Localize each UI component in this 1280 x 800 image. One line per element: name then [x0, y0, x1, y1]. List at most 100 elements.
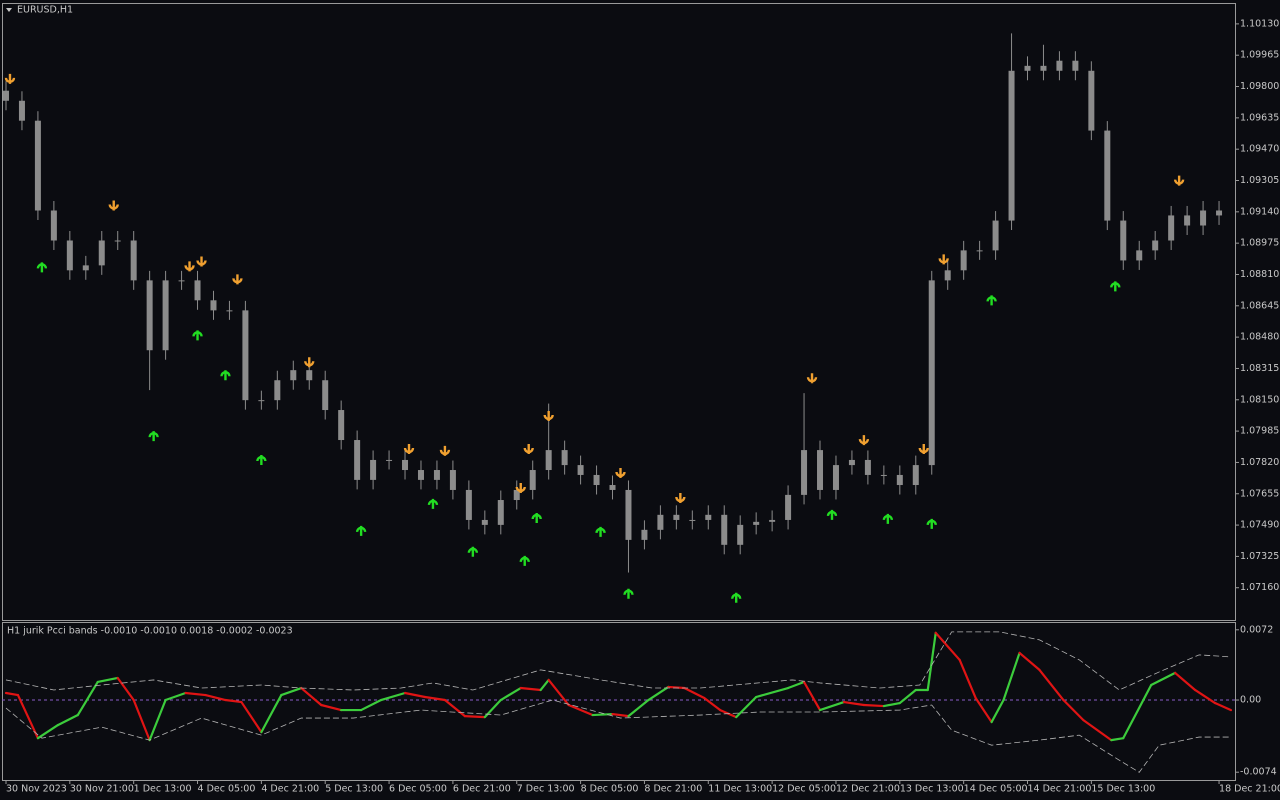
- indicator-segment: [443, 698, 466, 718]
- indicator-segment: [818, 700, 846, 712]
- up-arrow: [148, 431, 159, 442]
- indicator-segment: [96, 676, 119, 684]
- up-arrow: [467, 546, 479, 557]
- candle-body: [737, 524, 744, 545]
- y-tick-label: 1.08150: [1240, 394, 1279, 405]
- x-tick-label: 8 Dec 21:00: [644, 784, 702, 795]
- candle-body: [370, 459, 377, 480]
- candle-body: [50, 210, 57, 241]
- candle-body: [194, 280, 201, 301]
- indicator-segment: [1122, 683, 1153, 740]
- x-tick-label: 14 Dec 21:00: [1028, 784, 1092, 795]
- candle-body: [609, 485, 616, 490]
- candle-body: [386, 459, 393, 461]
- indicator-segment: [735, 695, 758, 719]
- y-tick-label: 1.08810: [1240, 269, 1279, 280]
- candle-body: [705, 514, 712, 520]
- indicator-segment: [320, 703, 343, 712]
- candle-body: [1120, 220, 1127, 261]
- x-tick-label: 30 Nov 2023: [6, 784, 67, 795]
- indicator-segment: [116, 676, 135, 702]
- up-arrow: [427, 498, 439, 509]
- x-tick-label: 18 Dec 21:00: [1219, 784, 1280, 795]
- x-tick-label: 15 Dec 13:00: [1091, 784, 1155, 795]
- indicator-segment: [204, 693, 227, 702]
- x-tick-label: 12 Dec 21:00: [836, 784, 900, 795]
- candle-body: [944, 270, 951, 281]
- up-arrow: [1110, 281, 1121, 292]
- candle-body: [1168, 215, 1175, 241]
- candle-body: [1136, 250, 1143, 261]
- indicator-segment: [802, 680, 822, 712]
- down-arrow: [232, 274, 243, 285]
- candle-body: [721, 514, 728, 545]
- down-arrow: [184, 261, 195, 272]
- x-tick-label: 12 Dec 05:00: [772, 784, 836, 795]
- y-tick-label: 1.07490: [1240, 520, 1279, 531]
- candle-body: [178, 280, 185, 282]
- up-arrow: [926, 518, 937, 529]
- symbol-menu-arrow[interactable]: [6, 8, 12, 12]
- y-tick-label: 1.07820: [1240, 457, 1279, 468]
- indicator-segment: [1110, 737, 1125, 742]
- indicator-segment: [403, 691, 427, 699]
- candle-body: [657, 514, 664, 530]
- down-arrow: [1173, 175, 1185, 186]
- candle-body: [896, 474, 903, 486]
- candle-body: [338, 410, 345, 441]
- candle-body: [274, 380, 281, 401]
- indicator-segment: [539, 678, 550, 692]
- y-tick-label: 1.07985: [1240, 426, 1279, 437]
- candle-body: [912, 465, 919, 486]
- candle-body: [34, 120, 41, 211]
- indicator-segment: [786, 680, 806, 690]
- indicator-segment: [132, 698, 151, 742]
- candle-body: [513, 489, 520, 501]
- indicator-segment: [56, 713, 79, 727]
- indicator-segment: [1002, 651, 1021, 702]
- y-tick-label: 0.00: [1240, 695, 1261, 706]
- x-tick-label: 4 Dec 21:00: [261, 784, 319, 795]
- candle-body: [481, 519, 488, 525]
- candle-body: [1072, 60, 1079, 71]
- candle-body: [290, 370, 297, 381]
- indicator-segment: [898, 688, 917, 705]
- indicator-segment: [300, 686, 323, 707]
- y-tick-label: 1.08315: [1240, 363, 1279, 374]
- x-tick-label: 30 Nov 21:00: [70, 784, 134, 795]
- indicator-segment: [148, 698, 167, 742]
- candle-body: [1008, 70, 1015, 221]
- indicator-title: H1 jurik Pcci bands -0.0010 -0.0010 0.00…: [7, 626, 293, 637]
- y-tick-label: 1.08645: [1240, 300, 1279, 311]
- down-arrow: [918, 444, 929, 455]
- down-arrow: [938, 254, 949, 265]
- x-tick-label: 11 Dec 13:00: [708, 784, 772, 795]
- candle-body: [1024, 65, 1031, 71]
- candle-body: [242, 310, 249, 401]
- candle-body: [864, 459, 871, 475]
- price-panel-frame: [2, 3, 1236, 621]
- indicator-segment: [499, 686, 522, 702]
- candle-body: [769, 519, 776, 522]
- indicator-segment: [703, 696, 722, 712]
- candle-body: [465, 489, 472, 520]
- x-tick-label: 4 Dec 05:00: [198, 784, 256, 795]
- indicator-segment: [842, 700, 866, 707]
- down-arrow: [523, 444, 534, 455]
- candle-body: [162, 280, 169, 351]
- y-tick-label: 1.09140: [1240, 206, 1279, 217]
- candle-body: [593, 474, 600, 486]
- up-arrow: [220, 370, 231, 381]
- indicator-segment: [567, 703, 594, 717]
- indicator-segment: [990, 698, 1005, 724]
- y-tick-label: 1.09800: [1240, 81, 1279, 92]
- indicator-segment: [627, 698, 650, 718]
- indicator-segment: [1174, 671, 1197, 692]
- indicator-segment: [1213, 701, 1233, 712]
- x-tick-label: 6 Dec 05:00: [389, 784, 447, 795]
- indicator-segment: [862, 703, 885, 708]
- candle-body: [1104, 130, 1111, 221]
- candle-body: [1088, 70, 1095, 131]
- down-arrow: [439, 445, 451, 456]
- x-tick-label: 5 Dec 13:00: [325, 784, 383, 795]
